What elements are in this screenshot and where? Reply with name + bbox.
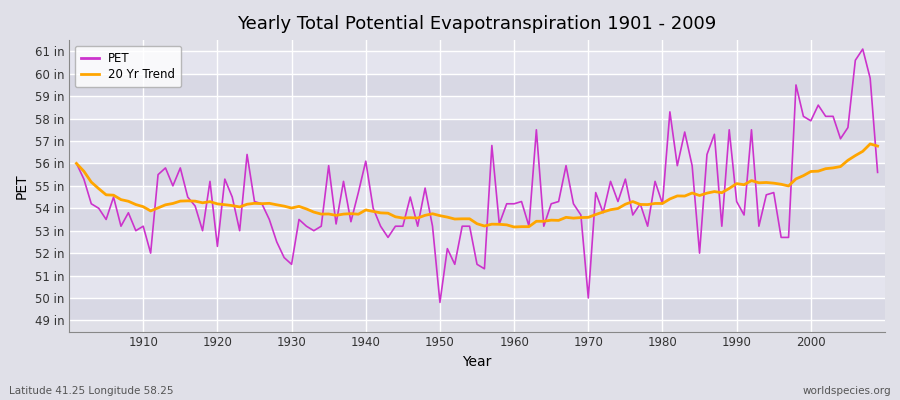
Bar (69, 253, 885, 276)
Y-axis label: PET: PET (15, 173, 29, 199)
Text: worldspecies.org: worldspecies.org (803, 386, 891, 396)
X-axis label: Year: Year (463, 355, 491, 369)
Bar (69, 164, 885, 186)
Bar (69, 276, 885, 298)
Bar (69, 208, 885, 231)
Bar (69, 74, 885, 96)
Title: Yearly Total Potential Evapotranspiration 1901 - 2009: Yearly Total Potential Evapotranspiratio… (238, 15, 716, 33)
Legend: PET, 20 Yr Trend: PET, 20 Yr Trend (75, 46, 181, 87)
Bar (69, 141, 885, 164)
Text: Latitude 41.25 Longitude 58.25: Latitude 41.25 Longitude 58.25 (9, 386, 174, 396)
Bar (69, 298, 885, 320)
Bar (69, 96, 885, 118)
Bar (69, 118, 885, 141)
Bar (69, 51, 885, 74)
Bar (69, 231, 885, 253)
Bar (69, 186, 885, 208)
